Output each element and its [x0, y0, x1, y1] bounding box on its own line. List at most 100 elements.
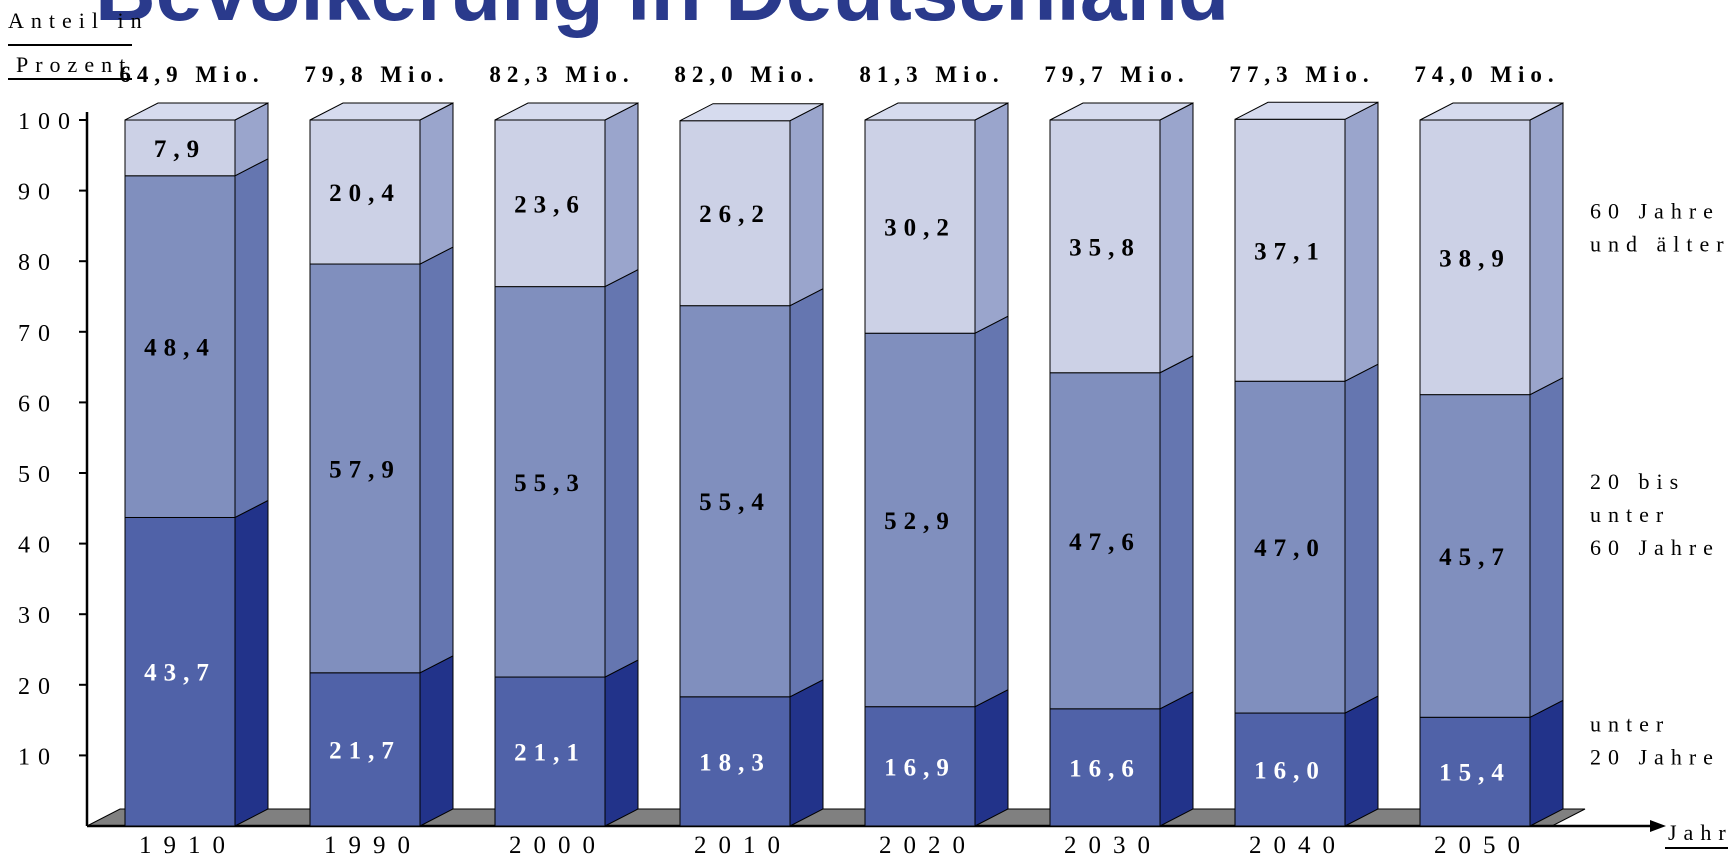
- bar-segment-side-2: [604, 102, 639, 288]
- y-tick-label: 10: [18, 744, 58, 770]
- bar-value-label: 23,6: [514, 191, 586, 218]
- bar-top-face: [679, 103, 824, 122]
- bar-segment-side-0: [604, 659, 639, 827]
- bar-value-label: 43,7: [144, 660, 216, 687]
- bar-segment-front-0: [1049, 708, 1161, 827]
- bar-value-label: 47,0: [1254, 535, 1326, 562]
- bar-value-label: 37,1: [1254, 238, 1326, 265]
- bar-segment-front-2: [864, 119, 976, 334]
- bar-segment-side-0: [1344, 695, 1379, 827]
- bar-segment-front-2: [1234, 118, 1346, 382]
- bar-segment-front-0: [1234, 712, 1346, 827]
- bar-segment-front-0: [679, 696, 791, 827]
- bar-segment-side-1: [974, 315, 1009, 708]
- x-tick-label: 2020: [879, 832, 977, 857]
- bar-segment-front-0: [494, 676, 606, 827]
- bar-segment-front-2: [679, 120, 791, 307]
- x-tick-label: 2030: [1064, 832, 1162, 857]
- bar-segment-side-0: [974, 688, 1009, 827]
- bar-top-face: [1234, 101, 1379, 120]
- bar-segment-front-1: [494, 286, 606, 678]
- bar-segment-side-0: [789, 678, 824, 827]
- legend-entry-text: 60 Jahre: [1590, 199, 1720, 224]
- legend-entry-text: unter: [1590, 712, 1670, 737]
- y-tick-label: 60: [18, 391, 58, 417]
- bar-value-label: 26,2: [699, 201, 771, 228]
- bar-segment-front-2: [1419, 119, 1531, 396]
- bar-segment-front-0: [309, 672, 421, 827]
- legend-entry-text: 60 Jahre: [1590, 535, 1720, 560]
- y-tick-label: 70: [18, 321, 58, 347]
- y-axis-label-line1: Anteil in: [8, 8, 149, 33]
- x-tick-label: 1990: [324, 832, 422, 857]
- x-axis-label: Jahr: [1668, 820, 1733, 845]
- bar-value-label: 55,3: [514, 470, 586, 497]
- y-tick-label: 50: [18, 462, 58, 488]
- bar-value-label: 20,4: [329, 180, 401, 207]
- bar-value-label: 30,2: [884, 215, 956, 242]
- bar-top-face: [309, 102, 454, 121]
- bar-segment-side-1: [234, 157, 269, 519]
- y-tick-label: 40: [18, 533, 58, 559]
- legend-entry-text: unter: [1590, 502, 1670, 527]
- legend-entry-text: 20 Jahre: [1590, 745, 1720, 770]
- bar-segment-side-0: [1529, 699, 1564, 827]
- y-tick-label: 90: [18, 180, 58, 206]
- bar-total-label: 79,7 Mio.: [1044, 62, 1189, 87]
- x-tick-label: 1910: [139, 832, 237, 857]
- bar-value-label: 16,9: [884, 754, 956, 781]
- y-tick-label: 80: [18, 250, 58, 276]
- x-tick-label: 2000: [509, 832, 607, 857]
- y-tick-label: 20: [18, 674, 58, 700]
- bar-value-label: 21,7: [329, 737, 401, 764]
- bar-value-label: 52,9: [884, 508, 956, 535]
- legend-entry-text: 20 bis: [1590, 469, 1685, 494]
- bar-segment-side-0: [234, 499, 269, 827]
- bar-segment-front-2: [309, 119, 421, 265]
- bar-segment-side-2: [1159, 102, 1194, 374]
- y-axis-label-line2: Prozent: [16, 52, 132, 77]
- bar-segment-front-1: [1234, 380, 1346, 714]
- y-tick-label: 100: [18, 109, 78, 135]
- bar-segment-front-0: [864, 706, 976, 827]
- bar-segment-side-2: [974, 102, 1009, 335]
- x-tick-label: 2050: [1434, 832, 1532, 857]
- bar-total-label: 82,3 Mio.: [489, 62, 634, 87]
- bar-segment-side-1: [604, 268, 639, 678]
- x-tick-label: 2010: [694, 832, 792, 857]
- bar-segment-side-1: [1159, 354, 1194, 710]
- bar-top-face: [864, 102, 1009, 121]
- bar-segment-side-0: [419, 654, 454, 827]
- axes: Anteil in Prozent Jahr: [8, 8, 1733, 849]
- bar-top-face: [1049, 102, 1194, 121]
- bar-segment-side-1: [1529, 376, 1564, 719]
- bar-value-label: 15,4: [1439, 760, 1511, 787]
- bar-segment-side-1: [789, 287, 824, 698]
- bar-segment-front-2: [1049, 119, 1161, 374]
- bar-value-label: 16,0: [1254, 758, 1326, 785]
- y-tick-label: 30: [18, 603, 58, 629]
- bar-segment-front-1: [309, 263, 421, 674]
- bar-value-label: 21,1: [514, 740, 586, 767]
- bar-total-label: 81,3 Mio.: [859, 62, 1004, 87]
- bar-segment-side-0: [1159, 690, 1194, 827]
- bar-top-face: [124, 102, 269, 121]
- bar-segment-front-1: [1419, 394, 1531, 718]
- x-tick-label: 2040: [1249, 832, 1347, 857]
- bar-total-label: 79,8 Mio.: [304, 62, 449, 87]
- bar-segment-front-2: [494, 119, 606, 288]
- bar-segment-front-1: [124, 175, 236, 518]
- bar-value-label: 55,4: [699, 489, 771, 516]
- bar-segment-side-1: [1344, 363, 1379, 714]
- bar-segment-front-0: [1419, 716, 1531, 827]
- bar-segment-side-2: [789, 102, 824, 307]
- bar-segment-front-1: [1049, 372, 1161, 710]
- bar-segment-side-1: [419, 246, 454, 674]
- bar-top-face: [494, 102, 639, 121]
- bar-segment-side-2: [1529, 102, 1564, 396]
- bar-segment-front-1: [679, 305, 791, 698]
- bar-total-label: 77,3 Mio.: [1229, 62, 1374, 87]
- bar-segment-side-2: [419, 102, 454, 265]
- legend-entry-text: und älter: [1590, 232, 1731, 257]
